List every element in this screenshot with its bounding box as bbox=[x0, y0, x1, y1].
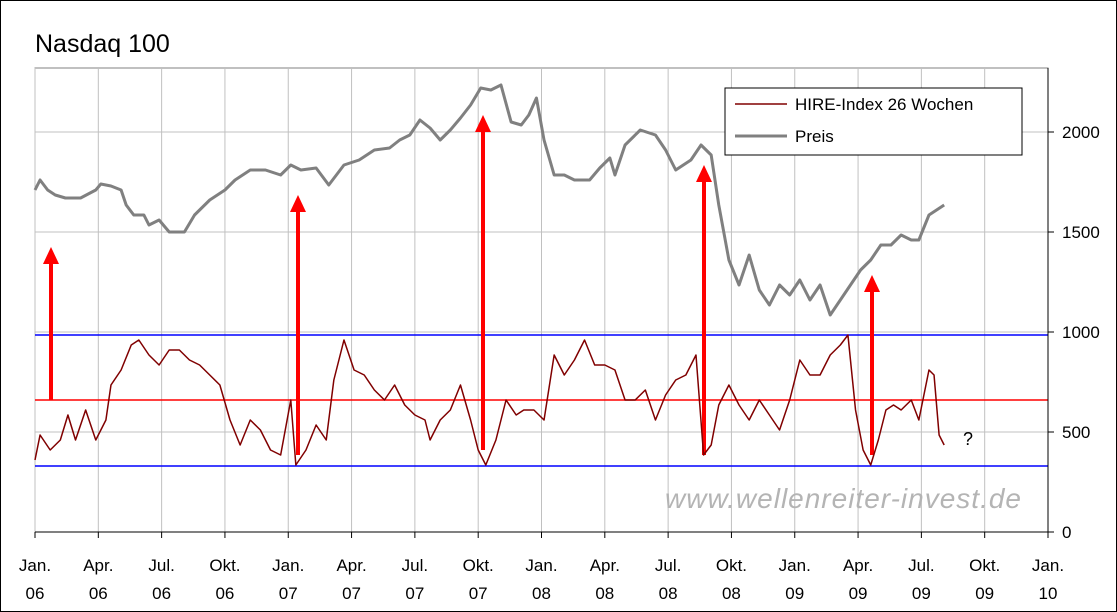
x-tick-label: Okt. 09 bbox=[969, 556, 1001, 603]
x-tick-label: Jul. 07 bbox=[401, 556, 429, 603]
x-tick-label: Apr. 06 bbox=[83, 556, 114, 603]
y-tick-label: 0 bbox=[1062, 523, 1071, 542]
axes: 0 500 1000 1500 2000 bbox=[34, 68, 1100, 542]
x-tick-label: Apr. 09 bbox=[842, 556, 874, 603]
x-tick-label: Jan. 10 bbox=[1031, 556, 1065, 603]
watermark: www.wellenreiter-invest.de bbox=[665, 483, 1022, 514]
x-tick-label: Jan. 07 bbox=[272, 556, 305, 603]
legend-label: HIRE-Index 26 Wochen bbox=[795, 95, 973, 114]
arrow-head bbox=[43, 247, 59, 264]
chart-title: Nasdaq 100 bbox=[35, 30, 170, 58]
arrows bbox=[43, 115, 880, 455]
x-tick-label: Okt. 07 bbox=[462, 556, 494, 603]
legend-label: Preis bbox=[795, 127, 834, 146]
arrow-head bbox=[696, 165, 712, 182]
legend: HIRE-Index 26 Wochen Preis bbox=[724, 87, 1023, 156]
arrow-head bbox=[290, 195, 306, 212]
x-tick-label: Jan. 09 bbox=[778, 556, 811, 603]
x-tick-label: Apr. 08 bbox=[589, 556, 620, 603]
arrow-head bbox=[475, 115, 491, 132]
y-tick-label: 500 bbox=[1062, 423, 1090, 442]
x-tick-label: Jul. 09 bbox=[908, 556, 935, 603]
arrow-head bbox=[864, 275, 880, 292]
series-line bbox=[33, 83, 945, 317]
y-tick-label: 1000 bbox=[1062, 323, 1100, 342]
x-tick-label: Jan. 08 bbox=[525, 556, 558, 603]
x-tick-label: Jul. 06 bbox=[148, 556, 175, 603]
x-tick-label: Okt. 08 bbox=[715, 556, 748, 603]
x-tick-label: Jul. 08 bbox=[654, 556, 682, 603]
reference-lines bbox=[35, 334, 1048, 467]
series-line bbox=[34, 334, 945, 466]
y-tick-label: 2000 bbox=[1062, 123, 1100, 142]
x-tick-label: Okt. 06 bbox=[209, 556, 241, 603]
x-tick-label: Apr. 07 bbox=[336, 556, 367, 603]
legend-box bbox=[724, 87, 1023, 156]
y-tick-label: 1500 bbox=[1062, 223, 1100, 242]
x-tick-label: Jan. 06 bbox=[18, 556, 52, 603]
annotation: ? bbox=[963, 429, 973, 449]
series-lines bbox=[33, 83, 945, 466]
